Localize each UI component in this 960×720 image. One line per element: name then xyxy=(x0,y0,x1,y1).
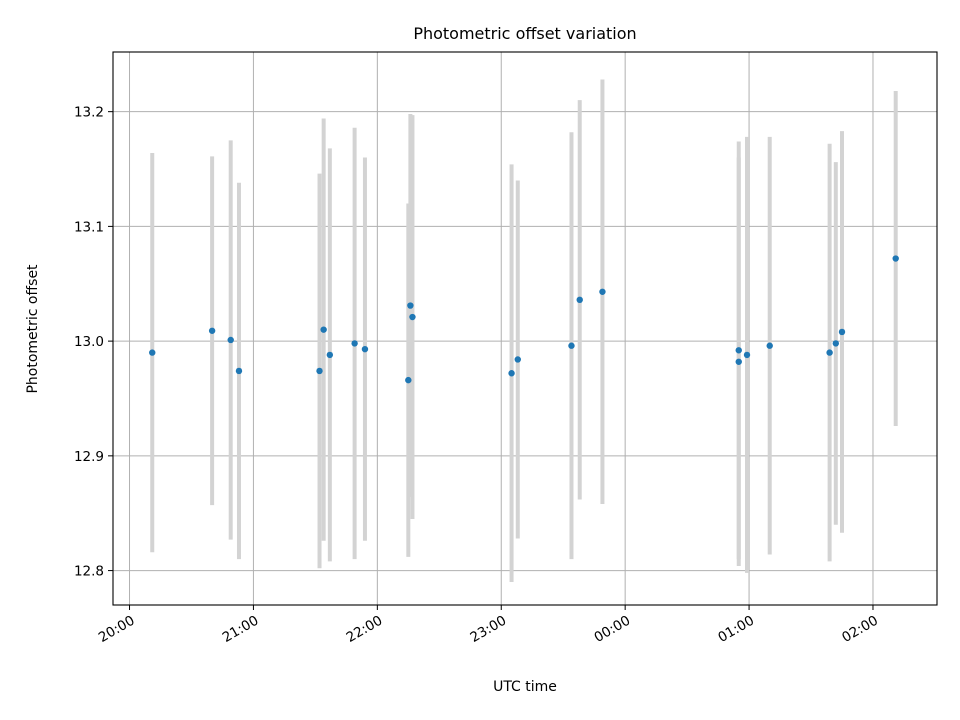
data-point xyxy=(208,327,216,334)
data-point xyxy=(361,345,369,353)
data-point xyxy=(351,340,358,347)
y-tick-label: 13.2 xyxy=(74,105,104,121)
data-point xyxy=(235,367,243,375)
grid xyxy=(113,52,937,605)
y-axis-label: Photometric offset xyxy=(25,264,41,394)
data-point xyxy=(407,302,414,309)
chart-title: Photometric offset variation xyxy=(413,24,636,43)
data-point xyxy=(149,349,156,356)
y-tick-label: 13.0 xyxy=(74,334,104,350)
data-point xyxy=(892,255,899,262)
x-axis-label: UTC time xyxy=(493,679,557,695)
y-tick-label: 12.8 xyxy=(74,564,104,580)
plot-frame xyxy=(112,51,938,606)
data-point xyxy=(409,313,416,321)
y-tick-label: 13.1 xyxy=(74,219,104,235)
data-point xyxy=(316,367,323,375)
data-point xyxy=(838,328,846,336)
data-point xyxy=(599,288,606,295)
data-point xyxy=(508,370,515,377)
data-point xyxy=(743,351,751,359)
data-point xyxy=(735,358,742,365)
data-point xyxy=(514,356,521,363)
data-point xyxy=(832,340,840,347)
y-tick-label: 12.9 xyxy=(74,449,104,465)
data-point xyxy=(227,336,234,344)
y-axis: 12.8 12.9 13.0 13.1 13.2 xyxy=(74,105,113,580)
data-point xyxy=(576,296,583,304)
data-points xyxy=(149,255,899,384)
data-point xyxy=(405,376,412,384)
data-point xyxy=(766,342,773,349)
data-point xyxy=(326,351,334,359)
data-point xyxy=(568,342,575,349)
data-point xyxy=(320,326,327,333)
data-point xyxy=(735,347,742,354)
data-point xyxy=(826,349,833,356)
